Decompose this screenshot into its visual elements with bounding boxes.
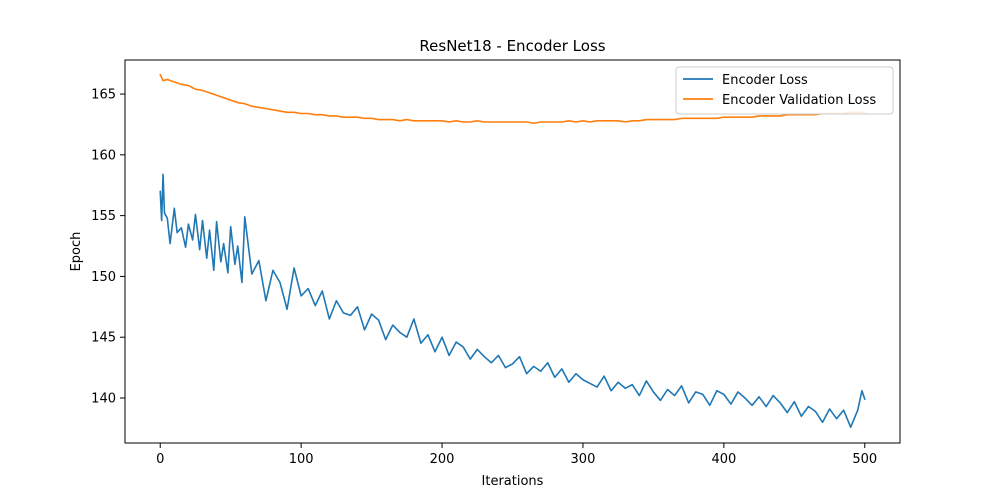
- y-axis-title: Epoch: [69, 232, 84, 272]
- chart-title: ResNet18 - Encoder Loss: [419, 37, 605, 55]
- legend-box: [675, 66, 894, 115]
- x-tick-label: 200: [430, 452, 455, 467]
- series-line-encoder-loss: [159, 173, 866, 428]
- y-tick-label: 150: [91, 270, 116, 285]
- plot-lines: [159, 73, 866, 428]
- legend-label-encoder-validation-loss: Encoder Validation Loss: [722, 93, 876, 108]
- y-tick-label: 155: [91, 209, 116, 224]
- x-tick-label: 500: [852, 452, 877, 467]
- y-tick-label: 145: [91, 331, 116, 346]
- y-tick-label: 140: [91, 392, 116, 407]
- series-line-encoder-validation-loss: [159, 73, 866, 125]
- legend-label-encoder-loss: Encoder Loss: [722, 73, 808, 88]
- x-axis: 0 100 200 300 400 500: [156, 443, 877, 467]
- legend: Encoder Loss Encoder Validation Loss: [675, 66, 894, 115]
- x-tick-label: 400: [711, 452, 736, 467]
- x-axis-title: Iterations: [482, 474, 544, 489]
- y-axis: 140 145 150 155 160 165: [91, 88, 125, 407]
- x-tick-label: 0: [156, 452, 164, 467]
- x-tick-label: 300: [571, 452, 596, 467]
- y-tick-label: 165: [91, 88, 116, 103]
- x-tick-label: 100: [289, 452, 314, 467]
- plot-frame: [124, 59, 901, 444]
- y-tick-label: 160: [91, 148, 116, 163]
